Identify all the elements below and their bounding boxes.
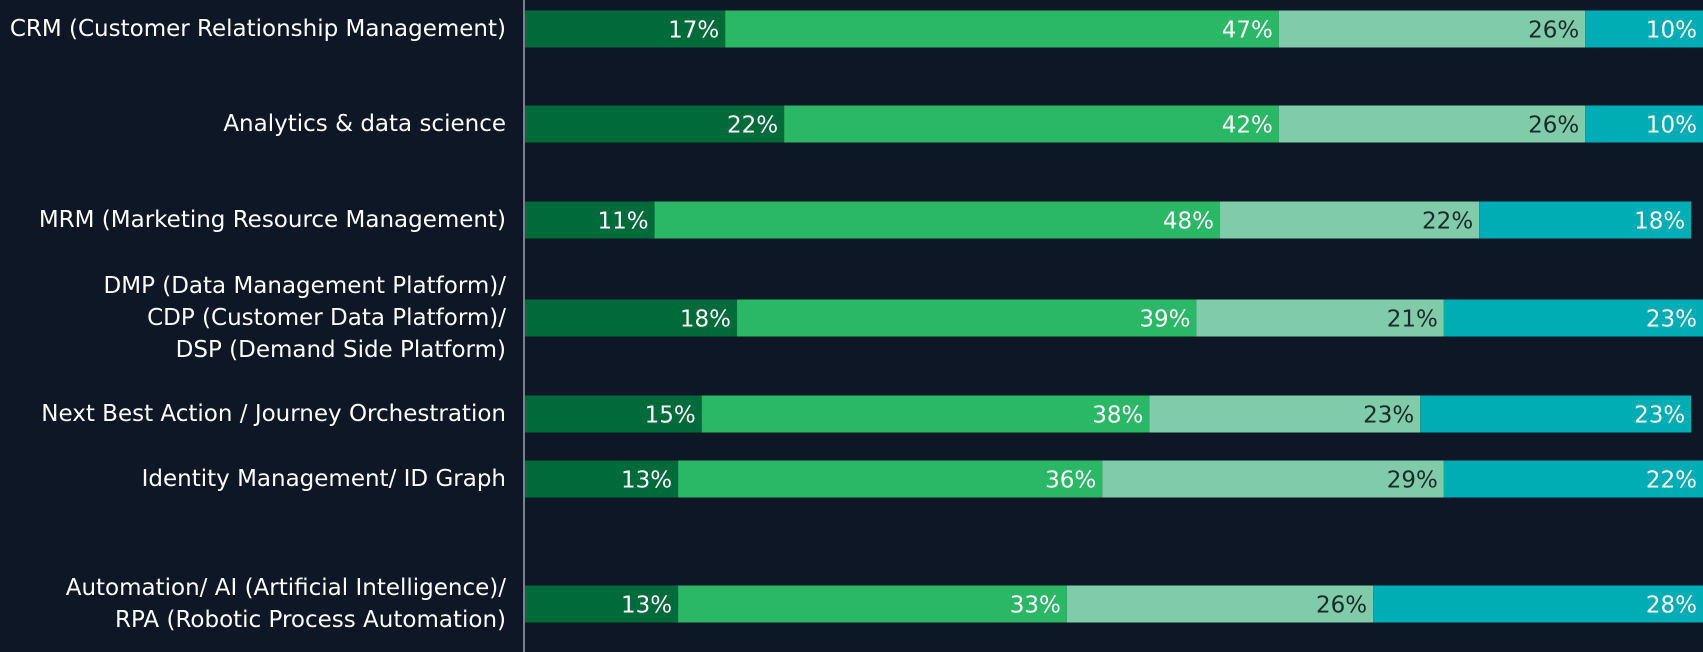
value-label: 13% [621,593,672,619]
value-label: 10% [1646,18,1697,44]
value-label: 36% [1045,468,1096,494]
bar-segment [678,585,1067,623]
category-label: Analytics & data science [223,111,506,137]
value-label: 23% [1646,307,1697,333]
bar-segment [525,395,702,433]
category-label: Next Best Action / Journey Orchestration [41,401,506,427]
bar-segment [1278,10,1586,48]
value-label: 42% [1222,113,1273,139]
bar-segment [1420,395,1692,433]
bar-segment [654,201,1221,239]
value-label: 47% [1222,18,1273,44]
value-label: 48% [1163,209,1214,235]
bar-segment [525,10,726,48]
value-label: 28% [1646,593,1697,619]
value-label: 17% [668,18,719,44]
value-label: 26% [1316,593,1367,619]
bar-segment [1196,299,1444,337]
value-label: 13% [621,468,672,494]
value-label: 22% [727,113,778,139]
category-label: DMP (Data Management Platform)/ CDP (Cus… [103,273,506,363]
value-label: 18% [1634,209,1685,235]
bar-segment [1585,10,1703,48]
bar-segment [737,299,1197,337]
value-label: 29% [1387,468,1438,494]
bar-segment [1149,395,1421,433]
bar-segment [1443,460,1703,498]
category-label: MRM (Marketing Resource Management) [38,207,506,233]
bar-segment [1102,460,1444,498]
bar-segment [1220,201,1480,239]
value-label: 33% [1010,593,1061,619]
value-label: 26% [1528,113,1579,139]
bar-segment [784,105,1279,143]
value-label: 39% [1139,307,1190,333]
value-label: 21% [1387,307,1438,333]
bar-segment [525,585,679,623]
value-label: 22% [1646,468,1697,494]
bar-segment [1373,585,1703,623]
bar-segment [1278,105,1586,143]
value-label: 38% [1092,403,1143,429]
bar-segment [525,105,785,143]
bar-segment [525,460,679,498]
bar-segment [1585,105,1703,143]
bar-segment [1479,201,1692,239]
bar-segment [678,460,1103,498]
category-label: Identity Management/ ID Graph [141,466,506,492]
value-label: 10% [1646,113,1697,139]
bar-segment [1443,299,1703,337]
bar-segment [725,10,1279,48]
bar-segment [701,395,1150,433]
bar-segment [1066,585,1374,623]
bar-segment [525,299,738,337]
value-label: 22% [1422,209,1473,235]
value-label: 11% [597,209,648,235]
category-label: CRM (Customer Relationship Management) [9,16,506,42]
value-label: 18% [680,307,731,333]
value-label: 15% [645,403,696,429]
category-label: Automation/ AI (Artificial Intelligence)… [65,575,506,633]
value-label: 26% [1528,18,1579,44]
value-label: 23% [1634,403,1685,429]
value-label: 23% [1363,403,1414,429]
bar-segment [525,201,655,239]
